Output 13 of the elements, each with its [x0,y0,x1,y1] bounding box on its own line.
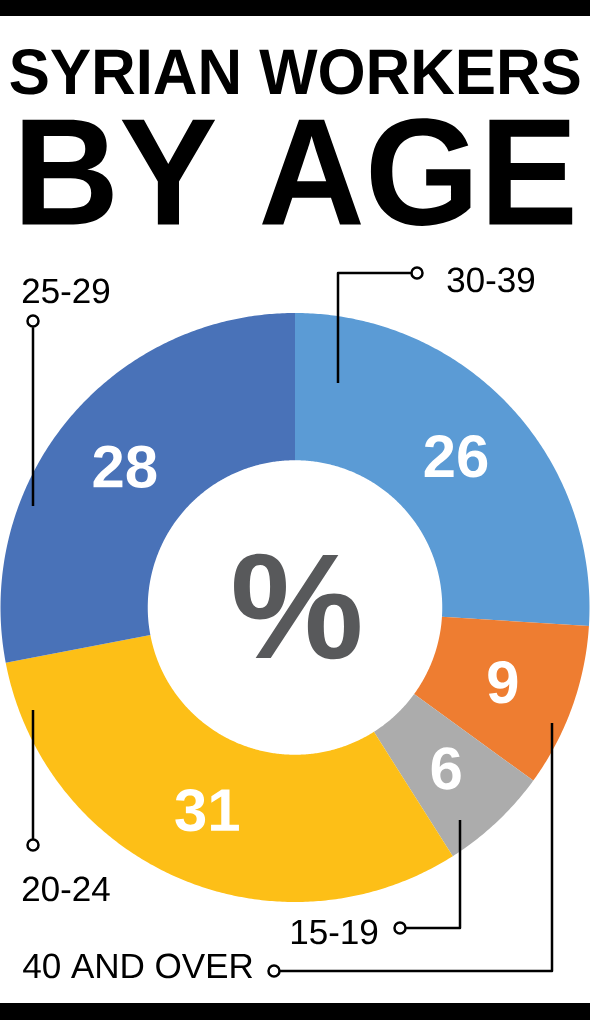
data-label: 6 [431,747,461,790]
data-label: 28 [93,445,157,488]
slice-label: 15-19 [291,919,378,945]
slice-label: 20-24 [22,876,110,902]
data-label: 26 [424,435,488,478]
data-label: 9 [488,661,518,704]
slice-label: 40 AND OVER [23,953,253,979]
chart-title: SYRIAN WORKERS [10,48,580,95]
slice-label: 30-39 [447,267,535,293]
text: % [234,553,360,660]
data-label: 31 [175,788,239,832]
chart-subtitle: BY AGE [22,118,573,226]
slice-label: 25-29 [22,278,110,304]
